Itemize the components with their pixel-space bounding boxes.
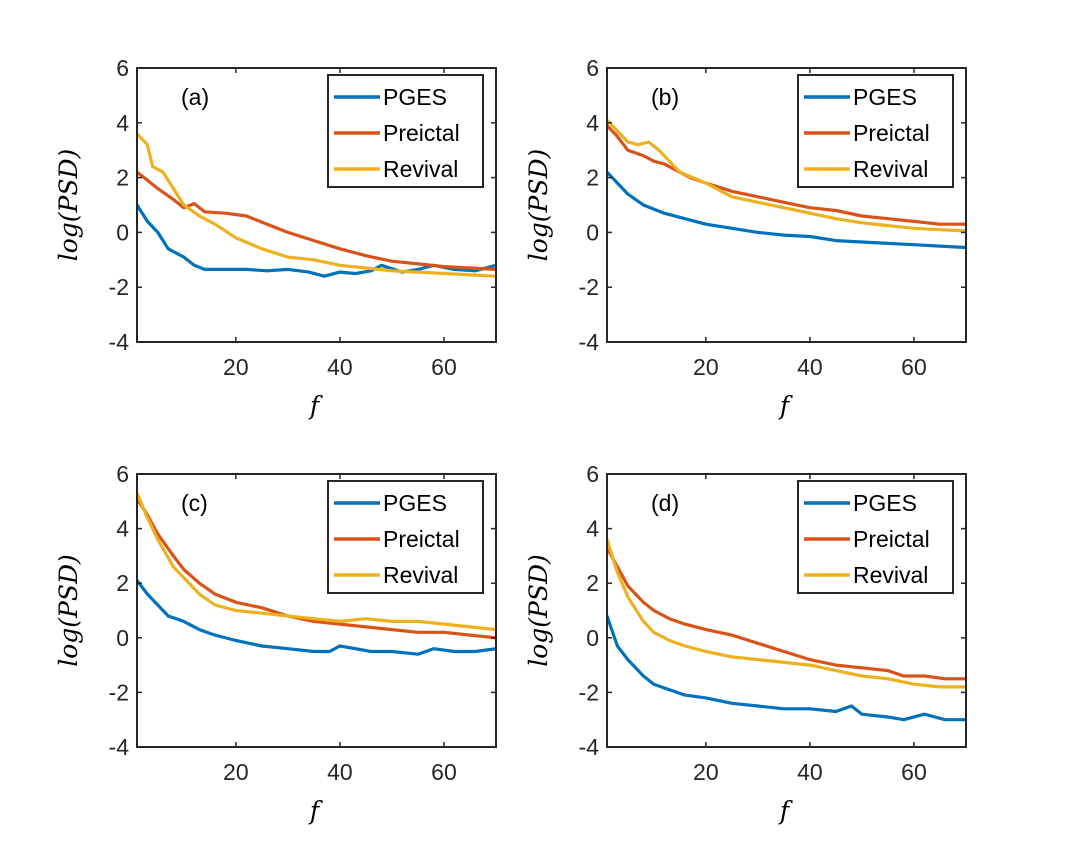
x-axis-label: f [308,796,323,825]
y-tick-label: -2 [579,274,599,300]
legend-label-pges: PGES [383,490,447,516]
y-tick-label: -2 [109,679,129,705]
y-axis-label: log(PSD) [524,554,553,667]
y-tick-label: -4 [579,329,600,355]
legend-label-preictal: Preictal [853,526,930,552]
y-tick-label: 6 [116,461,129,487]
y-tick-label: -2 [579,679,599,705]
x-tick-label: 20 [223,759,249,785]
legend-label-preictal: Preictal [383,526,460,552]
x-tick-label: 60 [431,354,457,380]
y-tick-label: 4 [116,110,129,136]
x-tick-label: 40 [327,354,353,380]
chart-panel: -4 -2 0 2 4 6 20 40 60 f log(PSD) (c) PGES Preictal Re… [54,461,497,825]
series-line-preictal [137,497,496,640]
panel-label: (d) [651,490,679,516]
y-tick-label: 6 [586,55,599,81]
y-tick-label: 2 [116,165,129,191]
x-axis-label: f [778,391,793,420]
x-tick-label: 20 [223,354,249,380]
y-axis-label: log(PSD) [54,554,83,667]
x-tick-label: 60 [901,354,927,380]
series-line-revival [137,491,496,632]
y-axis-label: log(PSD) [54,149,83,262]
legend-label-pges: PGES [853,84,917,110]
legend-label-revival: Revival [853,562,928,588]
x-tick-label: 20 [693,759,719,785]
panel-label: (a) [181,84,209,110]
x-tick-label: 40 [797,759,823,785]
panel-label: (b) [651,84,679,110]
x-tick-label: 20 [693,354,719,380]
legend-label-revival: Revival [383,562,458,588]
chart-panel: -4 -2 0 2 4 6 20 40 60 f log(PSD) (d) PGES Preictal Re… [524,461,967,825]
y-tick-label: 2 [116,570,129,596]
x-tick-label: 40 [327,759,353,785]
y-tick-label: 6 [116,55,129,81]
y-tick-label: 6 [586,461,599,487]
legend-label-preictal: Preictal [853,120,930,146]
x-tick-label: 40 [797,354,823,380]
y-tick-label: -4 [579,734,600,760]
series-line-revival [137,132,496,278]
series-line-preictal [137,170,496,271]
series-line-pges [137,203,496,278]
legend: PGES Preictal Revival [327,480,484,594]
x-tick-label: 60 [431,759,457,785]
axes-box [136,473,497,748]
y-tick-label: 0 [116,219,129,245]
x-axis-label: f [778,796,793,825]
panel-label: (c) [181,490,208,516]
series-line-pges [607,170,966,250]
chart-panel: -4 -2 0 2 4 6 20 40 60 f log(PSD) (a) PGES Preictal Re… [54,55,497,420]
legend-box [797,480,954,594]
legend: PGES Preictal Revival [797,480,954,594]
y-tick-label: -2 [109,274,129,300]
y-tick-label: 0 [586,625,599,651]
axes-box [136,67,497,343]
series-line-pges [607,614,966,722]
y-tick-label: 4 [586,110,599,136]
series-line-revival [607,118,966,233]
legend-label-preictal: Preictal [383,120,460,146]
y-tick-label: 0 [116,625,129,651]
y-tick-label: 2 [586,165,599,191]
legend: PGES Preictal Revival [327,74,484,188]
legend-label-revival: Revival [853,156,928,182]
y-axis-label: log(PSD) [524,149,553,262]
y-tick-label: 0 [586,219,599,245]
series-line-preictal [607,546,966,681]
y-tick-label: -4 [109,734,130,760]
x-axis-label: f [308,391,323,420]
axes-box [606,67,967,343]
series-line-pges [137,578,496,656]
legend: PGES Preictal Revival [797,74,954,188]
legend-label-pges: PGES [383,84,447,110]
legend-label-pges: PGES [853,490,917,516]
y-tick-label: -4 [109,329,130,355]
chart-panel: -4 -2 0 2 4 6 20 40 60 f log(PSD) (b) PGES Preictal Re… [524,55,967,420]
series-line-revival [607,537,966,689]
y-tick-label: 2 [586,570,599,596]
y-tick-label: 4 [116,516,129,542]
series-line-preictal [607,123,966,226]
axes-box [606,473,967,748]
legend-label-revival: Revival [383,156,458,182]
x-tick-label: 60 [901,759,927,785]
y-tick-label: 4 [586,516,599,542]
